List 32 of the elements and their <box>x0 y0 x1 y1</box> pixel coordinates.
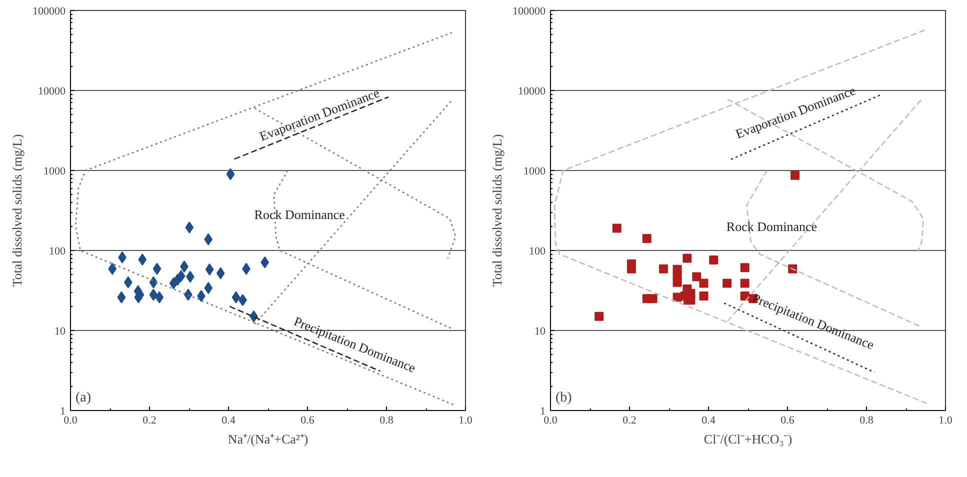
y-tick-label: 1000 <box>524 166 546 178</box>
x-tick-label: 0.0 <box>544 414 558 426</box>
x-tick-label: 0.0 <box>64 414 78 426</box>
x-tick-label: 0.4 <box>702 414 716 426</box>
y-axis-title: Total dissolved solids (mg/L) <box>490 134 504 287</box>
y-tick-label: 1000 <box>44 166 66 178</box>
x-tick-label: 0.4 <box>222 414 236 426</box>
y-tick-label: 100000 <box>512 6 546 18</box>
annotation: (a) <box>76 390 92 406</box>
x-tick-label: 0.2 <box>622 414 636 426</box>
x-axis-title: Cl⁻/(Cl⁻+HCO₃⁻) <box>704 432 792 446</box>
annotation: Rock Dominance <box>254 207 346 222</box>
y-tick-label: 10000 <box>38 86 66 98</box>
x-tick-label: 0.8 <box>380 414 394 426</box>
y-tick-label: 100 <box>49 246 66 258</box>
x-tick-label: 0.8 <box>860 414 874 426</box>
annotation: (b) <box>556 390 572 406</box>
y-tick-label: 100 <box>529 246 546 258</box>
y-tick-label: 10000 <box>518 86 546 98</box>
x-tick-label: 0.2 <box>142 414 156 426</box>
y-tick-label: 100000 <box>32 6 66 18</box>
x-tick-label: 1.0 <box>458 414 473 426</box>
x-tick-label: 1.0 <box>938 414 953 426</box>
y-tick-label: 1 <box>60 406 66 418</box>
x-axis-title: Na⁺/(Na⁺+Ca²⁺) <box>228 432 308 446</box>
y-tick-label: 10 <box>54 326 66 338</box>
y-axis-title: Total dissolved solids (mg/L) <box>10 134 24 287</box>
y-tick-label: 1 <box>540 406 546 418</box>
y-tick-label: 10 <box>534 326 546 338</box>
x-tick-label: 0.6 <box>780 414 795 426</box>
annotation: Rock Dominance <box>726 219 818 234</box>
x-tick-label: 0.6 <box>300 414 315 426</box>
